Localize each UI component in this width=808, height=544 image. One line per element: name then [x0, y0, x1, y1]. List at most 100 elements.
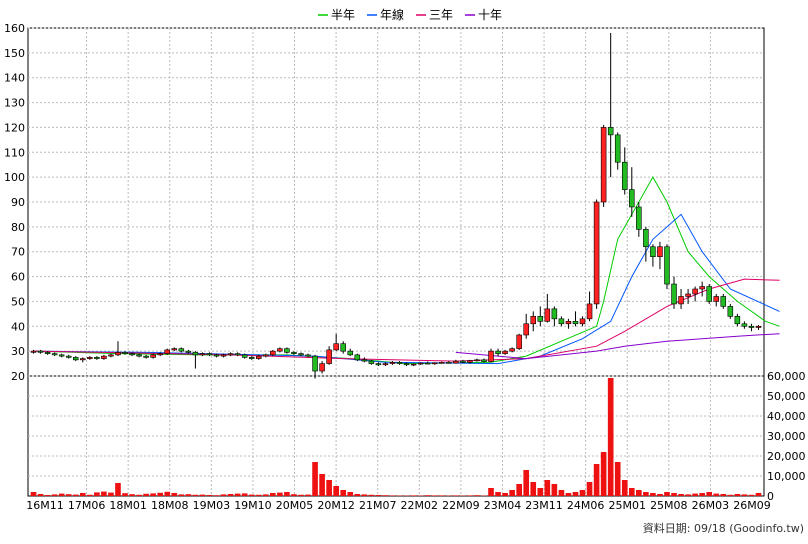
volume-bar: [545, 480, 551, 496]
candle-down: [552, 309, 557, 319]
candle-up: [517, 335, 522, 349]
candle-down: [728, 306, 733, 316]
volume-tick-label: 50,000: [767, 390, 806, 403]
volume-bar: [664, 492, 670, 496]
candle-down: [355, 355, 360, 360]
candle-up: [714, 296, 719, 301]
volume-tick-label: 10,000: [767, 470, 806, 483]
candle-down: [214, 355, 219, 356]
volume-bar: [122, 493, 128, 496]
candle-up: [411, 364, 416, 365]
volume-bar: [749, 495, 755, 496]
candle-down: [313, 356, 318, 371]
candle-down: [573, 321, 578, 323]
candle-down: [45, 352, 50, 353]
candle-up: [221, 355, 226, 356]
volume-bar: [587, 482, 593, 496]
candle-up: [700, 287, 705, 289]
candle-up: [686, 294, 691, 296]
time-tick-label: 22M02: [401, 499, 439, 512]
candle-up: [263, 355, 268, 356]
time-tick-label: 20M12: [317, 499, 355, 512]
candle-up: [453, 361, 458, 363]
volume-bar: [80, 493, 86, 496]
time-tick-label: 18M08: [151, 499, 189, 512]
time-tick-label: 17M06: [68, 499, 106, 512]
volume-bar: [277, 493, 283, 496]
candle-up: [657, 247, 662, 257]
candle-down: [538, 316, 543, 321]
volume-bar: [615, 462, 621, 496]
candle-up: [503, 351, 508, 353]
candle-up: [165, 350, 170, 354]
candle-up: [101, 356, 106, 358]
candle-down: [707, 287, 712, 302]
candle-down: [559, 319, 564, 324]
candle-down: [629, 190, 634, 207]
candle-down: [460, 361, 465, 362]
volume-bar: [200, 495, 206, 496]
volume-bar: [87, 495, 93, 496]
volume-bar: [38, 494, 44, 496]
candle-up: [756, 326, 761, 327]
candle-up: [474, 360, 479, 361]
time-tick-label: 20M05: [276, 499, 314, 512]
candle-down: [376, 364, 381, 365]
volume-bar: [573, 492, 579, 496]
candle-down: [650, 247, 655, 257]
candle-down: [362, 360, 367, 361]
volume-bar: [488, 488, 494, 496]
volume-bar: [523, 470, 529, 496]
candle-down: [193, 352, 198, 354]
volume-bar: [249, 495, 255, 496]
volume-bar: [756, 493, 762, 496]
volume-bar: [129, 494, 135, 496]
volume-bar: [66, 494, 72, 496]
price-tick-label: 80: [11, 221, 25, 234]
volume-bar: [150, 493, 156, 496]
volume-bar: [73, 495, 79, 496]
time-tick-label: 19M10: [234, 499, 272, 512]
price-tick-label: 40: [11, 320, 25, 333]
candle-down: [721, 296, 726, 306]
volume-bar: [411, 495, 417, 496]
candle-up: [116, 352, 121, 354]
volume-bar: [326, 480, 332, 496]
candle-up: [679, 296, 684, 303]
volume-bar: [340, 490, 346, 496]
candle-down: [137, 355, 142, 356]
volume-bar: [509, 490, 515, 496]
time-tick-label: 18M01: [109, 499, 147, 512]
volume-bar: [94, 492, 100, 496]
candle-down: [608, 127, 613, 134]
volume-bar: [580, 490, 586, 496]
volume-bar: [692, 494, 698, 496]
candle-up: [87, 357, 92, 358]
volume-bar: [101, 492, 107, 496]
volume-bar: [376, 495, 382, 496]
candle-down: [404, 364, 409, 365]
volume-bar: [636, 490, 642, 496]
volume-bar: [312, 462, 318, 496]
volume-bar: [699, 493, 705, 496]
volume-bar: [622, 480, 628, 496]
volume-bar: [713, 494, 719, 496]
candle-up: [489, 351, 494, 361]
volume-bar: [439, 495, 445, 496]
volume-bar: [171, 493, 177, 496]
price-tick-label: 160: [4, 22, 25, 35]
candle-down: [735, 316, 740, 323]
volume-bar: [59, 494, 65, 496]
candle-down: [742, 324, 747, 326]
candle-down: [369, 361, 374, 363]
candle-down: [425, 363, 430, 364]
volume-bar: [594, 464, 600, 496]
candle-down: [291, 352, 296, 353]
candle-down: [665, 247, 670, 284]
candle-up: [277, 349, 282, 351]
candle-up: [158, 354, 163, 355]
price-tick-label: 110: [4, 146, 25, 159]
legend-label: 年線: [380, 7, 404, 22]
volume-bar: [566, 493, 572, 496]
volume-bar: [214, 495, 220, 496]
